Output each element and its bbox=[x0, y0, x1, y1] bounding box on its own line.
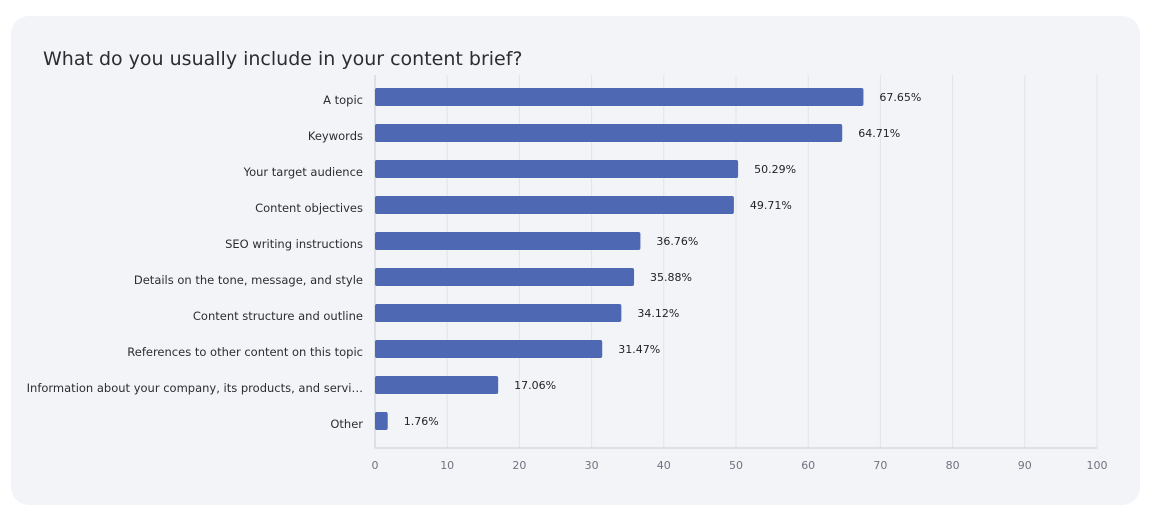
category-label: Content structure and outline bbox=[193, 309, 363, 323]
bar[interactable] bbox=[375, 340, 603, 358]
value-label: 64.71% bbox=[858, 127, 900, 140]
bar[interactable] bbox=[375, 268, 635, 286]
value-label: 34.12% bbox=[637, 307, 679, 320]
category-label: Your target audience bbox=[243, 165, 363, 179]
x-tick-label: 20 bbox=[512, 459, 526, 472]
value-label: 35.88% bbox=[650, 271, 692, 284]
bars bbox=[375, 88, 864, 430]
bar[interactable] bbox=[375, 232, 641, 250]
value-label: 17.06% bbox=[514, 379, 556, 392]
category-label: References to other content on this topi… bbox=[127, 345, 363, 359]
value-label: 31.47% bbox=[618, 343, 660, 356]
value-label: 49.71% bbox=[750, 199, 792, 212]
value-labels: 67.65% 64.71% 50.29% 49.71% 36.76% 35.88% 34.1… bbox=[404, 91, 922, 428]
category-label: Content objectives bbox=[255, 201, 363, 215]
value-label: 36.76% bbox=[656, 235, 698, 248]
category-label: Keywords bbox=[308, 129, 363, 143]
bar[interactable] bbox=[375, 160, 739, 178]
bar[interactable] bbox=[375, 304, 622, 322]
category-labels: A topic Keywords Your target audience Conte… bbox=[27, 93, 364, 431]
bar[interactable] bbox=[375, 88, 864, 106]
bar[interactable] bbox=[375, 412, 388, 430]
category-label: Other bbox=[330, 417, 363, 431]
category-label: Information about your company, its prod… bbox=[27, 381, 363, 395]
value-label: 1.76% bbox=[404, 415, 439, 428]
category-label: SEO writing instructions bbox=[225, 237, 363, 251]
x-tick-label: 10 bbox=[440, 459, 454, 472]
x-axis-ticks: 0 10 20 30 40 50 60 70 80 90 100 bbox=[372, 459, 1108, 472]
x-tick-label: 30 bbox=[585, 459, 599, 472]
category-label: A topic bbox=[323, 93, 363, 107]
x-tick-label: 90 bbox=[1018, 459, 1032, 472]
value-label: 67.65% bbox=[879, 91, 921, 104]
bar[interactable] bbox=[375, 376, 499, 394]
value-label: 50.29% bbox=[754, 163, 796, 176]
x-tick-label: 60 bbox=[801, 459, 815, 472]
x-tick-label: 50 bbox=[729, 459, 743, 472]
x-tick-label: 0 bbox=[372, 459, 379, 472]
category-label: Details on the tone, message, and style bbox=[134, 273, 363, 287]
chart-title: What do you usually include in your cont… bbox=[43, 48, 523, 70]
bar[interactable] bbox=[375, 124, 843, 142]
x-tick-label: 80 bbox=[946, 459, 960, 472]
x-tick-label: 100 bbox=[1087, 459, 1108, 472]
x-tick-label: 40 bbox=[657, 459, 671, 472]
bar[interactable] bbox=[375, 196, 734, 214]
x-tick-label: 70 bbox=[873, 459, 887, 472]
